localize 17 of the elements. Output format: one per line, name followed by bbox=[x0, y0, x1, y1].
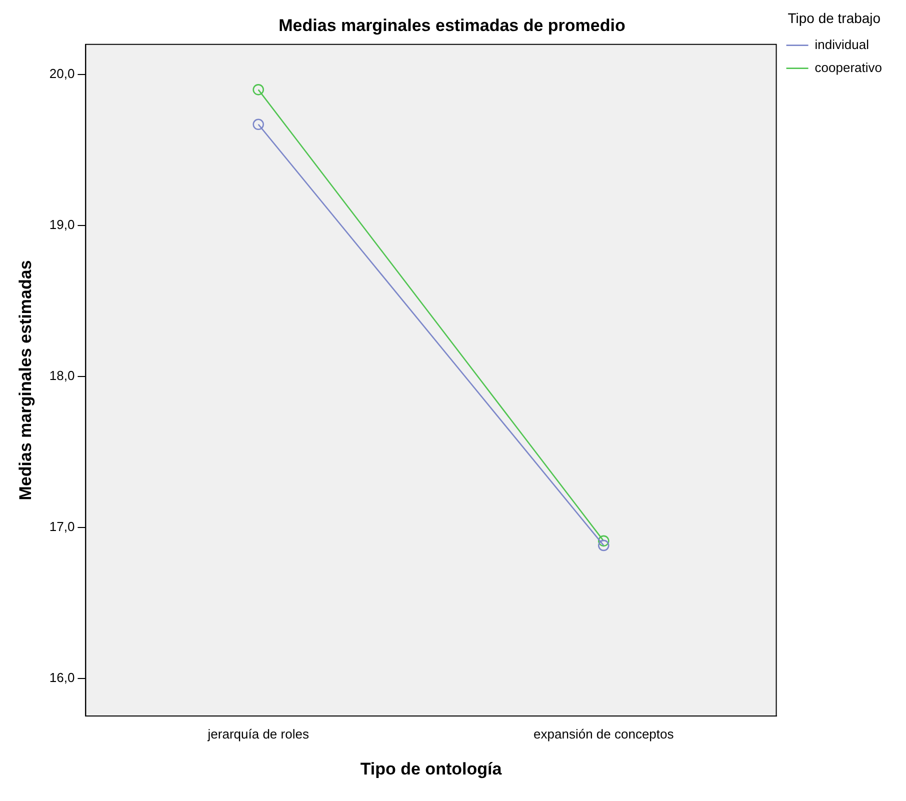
y-axis-title: Medias marginales estimadas bbox=[16, 260, 35, 500]
point bbox=[252, 84, 264, 96]
point bbox=[598, 540, 610, 552]
y-tick-label: 16,0 bbox=[49, 670, 75, 685]
point bbox=[598, 535, 610, 547]
y-tick-label: 20,0 bbox=[49, 66, 75, 82]
x-tick-label: jerarquía de roles bbox=[206, 726, 310, 742]
y-tick-label: 17,0 bbox=[49, 518, 75, 534]
chart-title: Medias marginales estimadas de promedio bbox=[278, 16, 626, 35]
y-tick-label: 18,0 bbox=[49, 368, 75, 384]
legend-label: individual bbox=[814, 36, 870, 52]
x-tick-label: expansión de conceptos bbox=[534, 726, 674, 742]
y-tick-label: 19,0 bbox=[49, 217, 75, 232]
legend-label: cooperativo bbox=[814, 60, 882, 75]
point bbox=[252, 118, 264, 130]
legend-title: Tipo de trabajo bbox=[788, 10, 881, 26]
x-axis-title: Tipo de ontología bbox=[360, 759, 502, 778]
